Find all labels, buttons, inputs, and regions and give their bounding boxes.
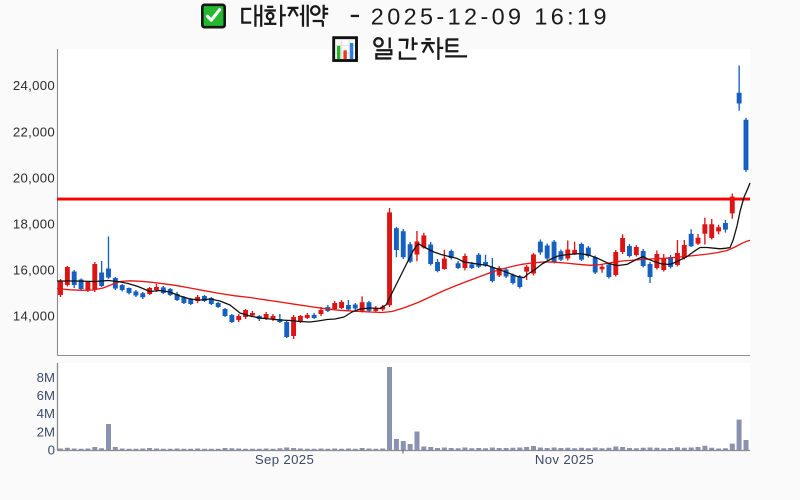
svg-text:16,000: 16,000 bbox=[13, 263, 55, 278]
svg-text:0: 0 bbox=[48, 442, 55, 457]
svg-text:8M: 8M bbox=[37, 370, 55, 385]
svg-text:4M: 4M bbox=[37, 406, 55, 421]
svg-text:Sep 2025: Sep 2025 bbox=[255, 452, 314, 467]
svg-text:Nov 2025: Nov 2025 bbox=[535, 452, 594, 467]
svg-text:22,000: 22,000 bbox=[13, 124, 55, 139]
svg-text:2M: 2M bbox=[37, 424, 55, 439]
svg-text:6M: 6M bbox=[37, 388, 55, 403]
svg-text:14,000: 14,000 bbox=[13, 309, 55, 324]
svg-text:18,000: 18,000 bbox=[13, 217, 55, 232]
svg-text:20,000: 20,000 bbox=[13, 170, 55, 185]
svg-text:2025-12-09 16:19: 2025-12-09 16:19 bbox=[371, 4, 610, 30]
svg-text:24,000: 24,000 bbox=[13, 78, 55, 93]
